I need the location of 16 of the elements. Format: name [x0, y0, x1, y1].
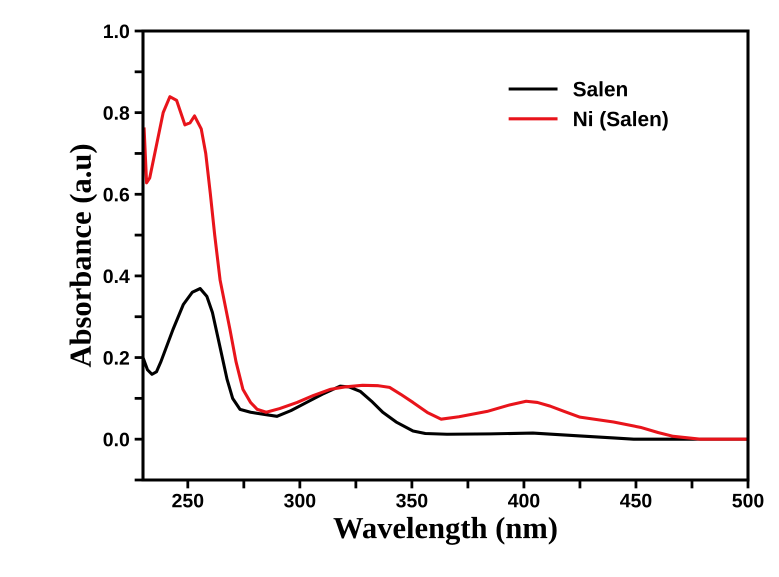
- x-tick-label: 500: [732, 494, 764, 508]
- x-tick-label: 400: [508, 494, 540, 508]
- x-tick-label: 250: [172, 494, 204, 508]
- y-tick-label: 1.0: [104, 24, 130, 38]
- y-axis-title: Absorbance (a.u): [70, 144, 98, 368]
- legend-label: Salen: [573, 81, 627, 96]
- y-tick-label: 0.8: [104, 106, 130, 120]
- y-tick-label: 0.0: [104, 432, 130, 446]
- y-tick-label: 0.6: [104, 188, 130, 202]
- x-tick-label: 350: [396, 494, 428, 508]
- legend-label: Ni (Salen): [574, 111, 668, 130]
- x-tick-label: 450: [620, 494, 652, 508]
- x-tick-label: 300: [284, 494, 316, 508]
- y-tick-label: 0.4: [104, 269, 130, 284]
- y-tick-label: 0.2: [104, 351, 130, 365]
- x-axis-title: Wavelength (nm): [333, 516, 557, 545]
